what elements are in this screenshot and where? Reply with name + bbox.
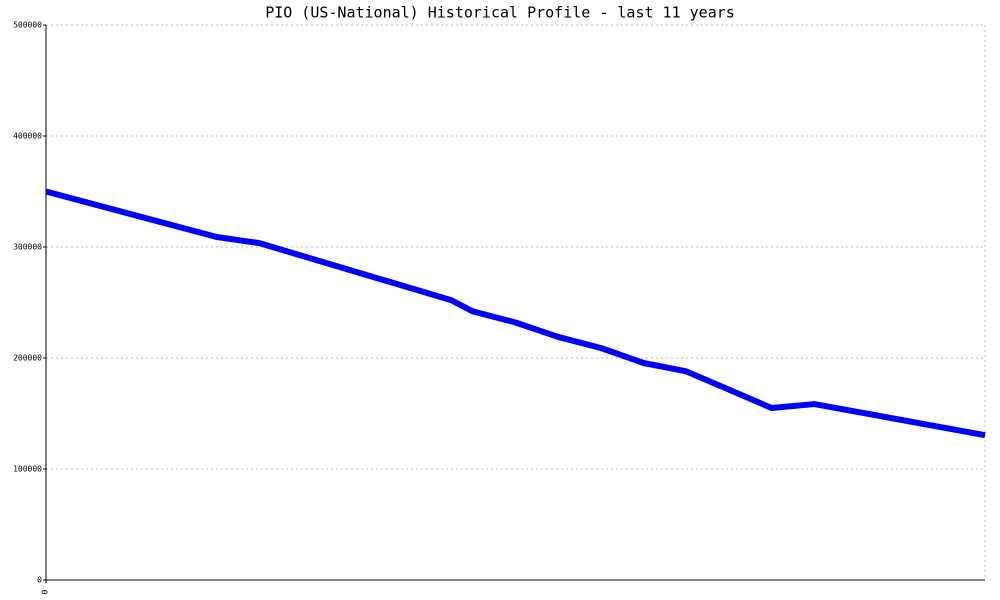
y-tick-label: 200000 <box>13 354 42 363</box>
y-tick-label: 0 <box>37 576 42 585</box>
y-tick-label: 100000 <box>13 465 42 474</box>
chart-title: PIO (US-National) Historical Profile - l… <box>265 4 735 22</box>
data-line <box>45 188 986 439</box>
x-tick-label: 0 <box>40 590 49 595</box>
y-tick-label: 400000 <box>13 132 42 141</box>
y-tick-label: 300000 <box>13 243 42 252</box>
y-tick-label: 500000 <box>13 21 42 30</box>
